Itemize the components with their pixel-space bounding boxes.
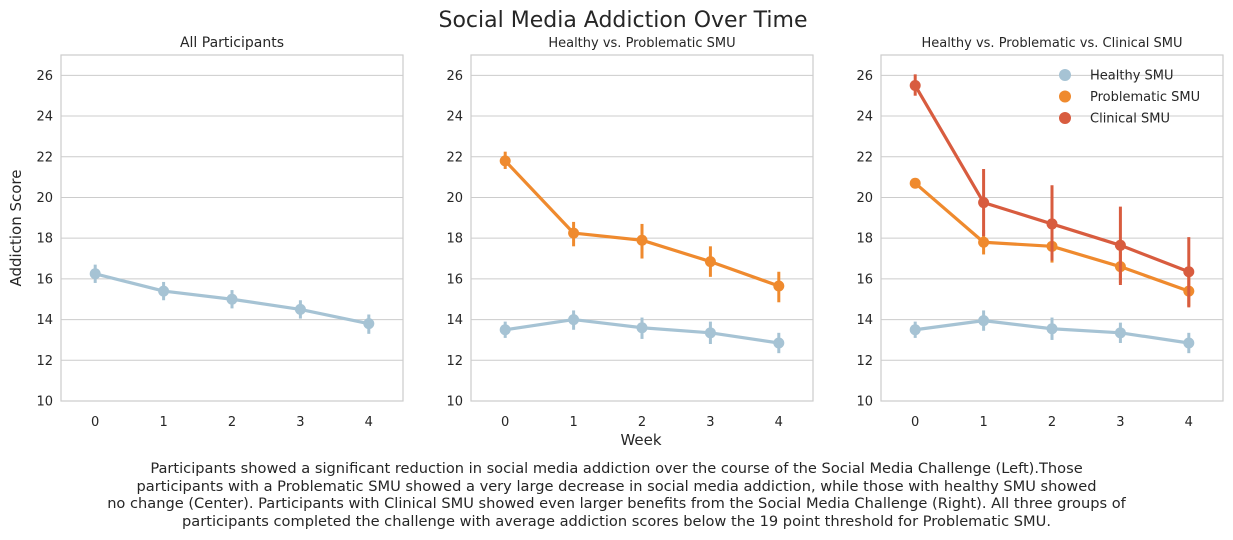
legend-label: Healthy SMU: [1090, 69, 1174, 84]
data-point: [1114, 327, 1126, 339]
data-point: [568, 227, 580, 239]
figure-caption: Participants showed a significant reduct…: [60, 460, 1173, 530]
x-tick-label: 3: [296, 415, 304, 430]
data-point: [636, 234, 648, 246]
x-tick-label: 0: [91, 415, 99, 430]
y-tick-label: 26: [36, 69, 53, 84]
data-point: [499, 155, 511, 167]
y-tick-label: 12: [856, 354, 873, 369]
data-point: [158, 285, 170, 297]
data-point: [773, 280, 785, 292]
x-axis-label: Week: [620, 431, 661, 449]
y-tick-label: 18: [36, 232, 53, 247]
x-tick-label: 3: [706, 415, 714, 430]
axes-frame: [470, 54, 814, 402]
data-point: [499, 324, 511, 336]
data-point: [704, 256, 716, 268]
y-tick-label: 22: [36, 150, 53, 165]
figure-title: Social Media Addiction Over Time: [439, 8, 808, 33]
y-tick-label: 18: [856, 232, 873, 247]
y-tick-label: 24: [446, 110, 463, 125]
y-tick-label: 14: [36, 313, 53, 328]
panel-title: All Participants: [180, 35, 284, 51]
caption-line: Participants showed a significant reduct…: [150, 460, 1083, 477]
legend: Healthy SMU Problematic SMU Clinical SMU: [1059, 69, 1200, 127]
panel-title: Healthy vs. Problematic vs. Clinical SMU: [921, 36, 1182, 51]
y-tick-label: 12: [446, 354, 463, 369]
legend-marker: [1059, 69, 1071, 81]
y-tick-label: 20: [36, 191, 53, 206]
data-point: [636, 322, 648, 334]
y-tick-label: 16: [36, 272, 53, 287]
y-tick-label: 24: [36, 110, 53, 125]
data-point: [1183, 337, 1195, 349]
data-point: [773, 337, 785, 349]
data-point: [1046, 323, 1058, 335]
y-tick-label: 24: [856, 110, 873, 125]
y-axis-label: Addiction Score: [7, 170, 25, 287]
y-tick-label: 14: [446, 313, 463, 328]
data-point: [978, 315, 990, 327]
y-tick-label: 20: [856, 191, 873, 206]
caption-line: no change (Center). Participants with Cl…: [107, 495, 1126, 513]
y-tick-label: 26: [856, 69, 873, 84]
y-tick-label: 16: [446, 272, 463, 287]
panel-title: Healthy vs. Problematic SMU: [548, 36, 735, 51]
x-tick-label: 3: [1116, 415, 1124, 430]
x-tick-label: 2: [228, 415, 236, 430]
data-point: [909, 80, 921, 92]
legend-marker: [1059, 90, 1071, 103]
data-point: [1046, 218, 1058, 230]
data-point: [226, 293, 238, 305]
data-point: [89, 268, 101, 280]
y-tick-label: 12: [36, 354, 53, 369]
caption-line: participants completed the challenge wit…: [182, 512, 1051, 530]
x-tick-label: 2: [638, 415, 646, 430]
data-point: [568, 314, 580, 326]
y-tick-label: 26: [446, 69, 463, 84]
data-point: [363, 318, 375, 330]
y-tick-label: 16: [856, 272, 873, 287]
data-point: [909, 324, 921, 336]
y-tick-label: 20: [446, 191, 463, 206]
y-tick-label: 22: [856, 150, 873, 165]
series-line-problematic: [504, 159, 780, 288]
legend-marker: [1059, 112, 1071, 124]
axes-frame: [880, 54, 1224, 402]
x-tick-label: 1: [979, 415, 987, 430]
y-tick-label: 10: [446, 395, 463, 410]
data-point: [978, 197, 990, 209]
data-point: [909, 177, 921, 189]
y-tick-label: 10: [856, 395, 873, 410]
data-point: [978, 236, 990, 248]
x-tick-label: 0: [501, 415, 509, 430]
x-tick-label: 4: [1185, 415, 1193, 430]
x-tick-label: 0: [911, 415, 919, 430]
caption-line: participants with a Problematic SMU show…: [136, 477, 1097, 495]
x-tick-label: 4: [775, 415, 783, 430]
data-point: [704, 327, 716, 339]
y-tick-label: 22: [446, 150, 463, 165]
y-tick-label: 18: [446, 232, 463, 247]
y-tick-label: 14: [856, 313, 873, 328]
data-point: [1183, 266, 1195, 278]
x-tick-label: 2: [1048, 415, 1056, 430]
axes-frame: [60, 54, 404, 402]
legend-label: Problematic SMU: [1090, 90, 1200, 105]
legend-label: Clinical SMU: [1090, 112, 1170, 127]
data-point: [294, 303, 306, 315]
x-tick-label: 1: [569, 415, 577, 430]
y-tick-label: 10: [36, 395, 53, 410]
x-tick-label: 1: [159, 415, 167, 430]
data-point: [1114, 239, 1126, 251]
x-tick-label: 4: [365, 415, 373, 430]
